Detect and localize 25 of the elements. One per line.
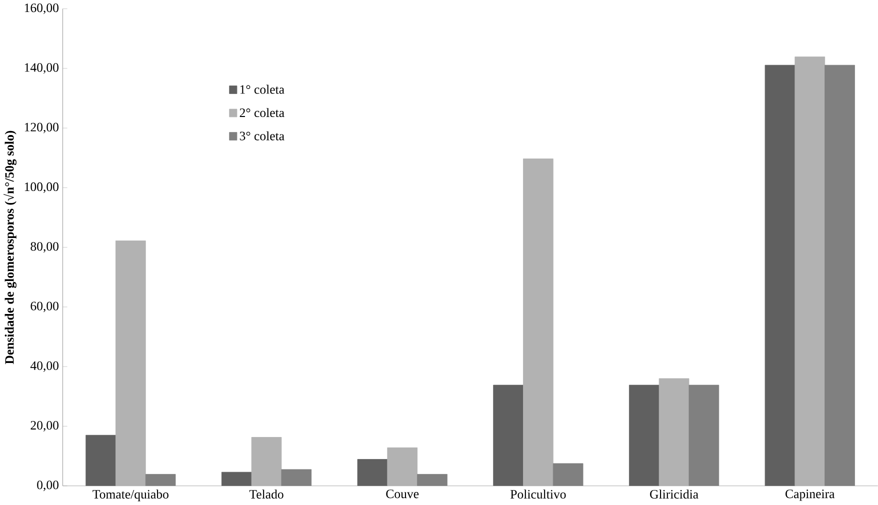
x-tick-label: Telado	[249, 490, 284, 499]
y-tick-label: 160,00	[24, 4, 58, 14]
x-tick-label: Gliricidia	[650, 490, 698, 499]
x-tick-label: Tomate/quiabo	[92, 490, 168, 502]
x-tick-label: Capineira	[786, 490, 835, 501]
x-tick-label: Policultivo	[510, 490, 566, 499]
y-tick-label: 100,00	[24, 182, 58, 194]
legend-label: 1° coleta	[240, 84, 284, 94]
x-tick-label: Couve	[386, 490, 419, 498]
y-tick-label: 60,00	[30, 302, 58, 312]
bar	[764, 65, 796, 486]
bar	[357, 459, 388, 486]
legend-label: 2° coleta	[240, 108, 284, 118]
y-tick-label: 140,00	[24, 63, 58, 74]
legend-label: 3° coleta	[240, 131, 284, 140]
bar	[86, 435, 116, 486]
y-tick-label: 120,00	[24, 122, 58, 134]
y-tick-label: 0,00	[37, 480, 58, 492]
y-axis-title: Densidade de glomerosporos (√n°/50g solo)	[4, 130, 16, 364]
bar	[628, 384, 660, 486]
y-tick-label: 80,00	[30, 242, 58, 253]
bar	[221, 472, 252, 486]
y-tick-label: 40,00	[30, 361, 58, 372]
y-tick-label: 20,00	[30, 421, 58, 432]
bar	[493, 384, 524, 486]
